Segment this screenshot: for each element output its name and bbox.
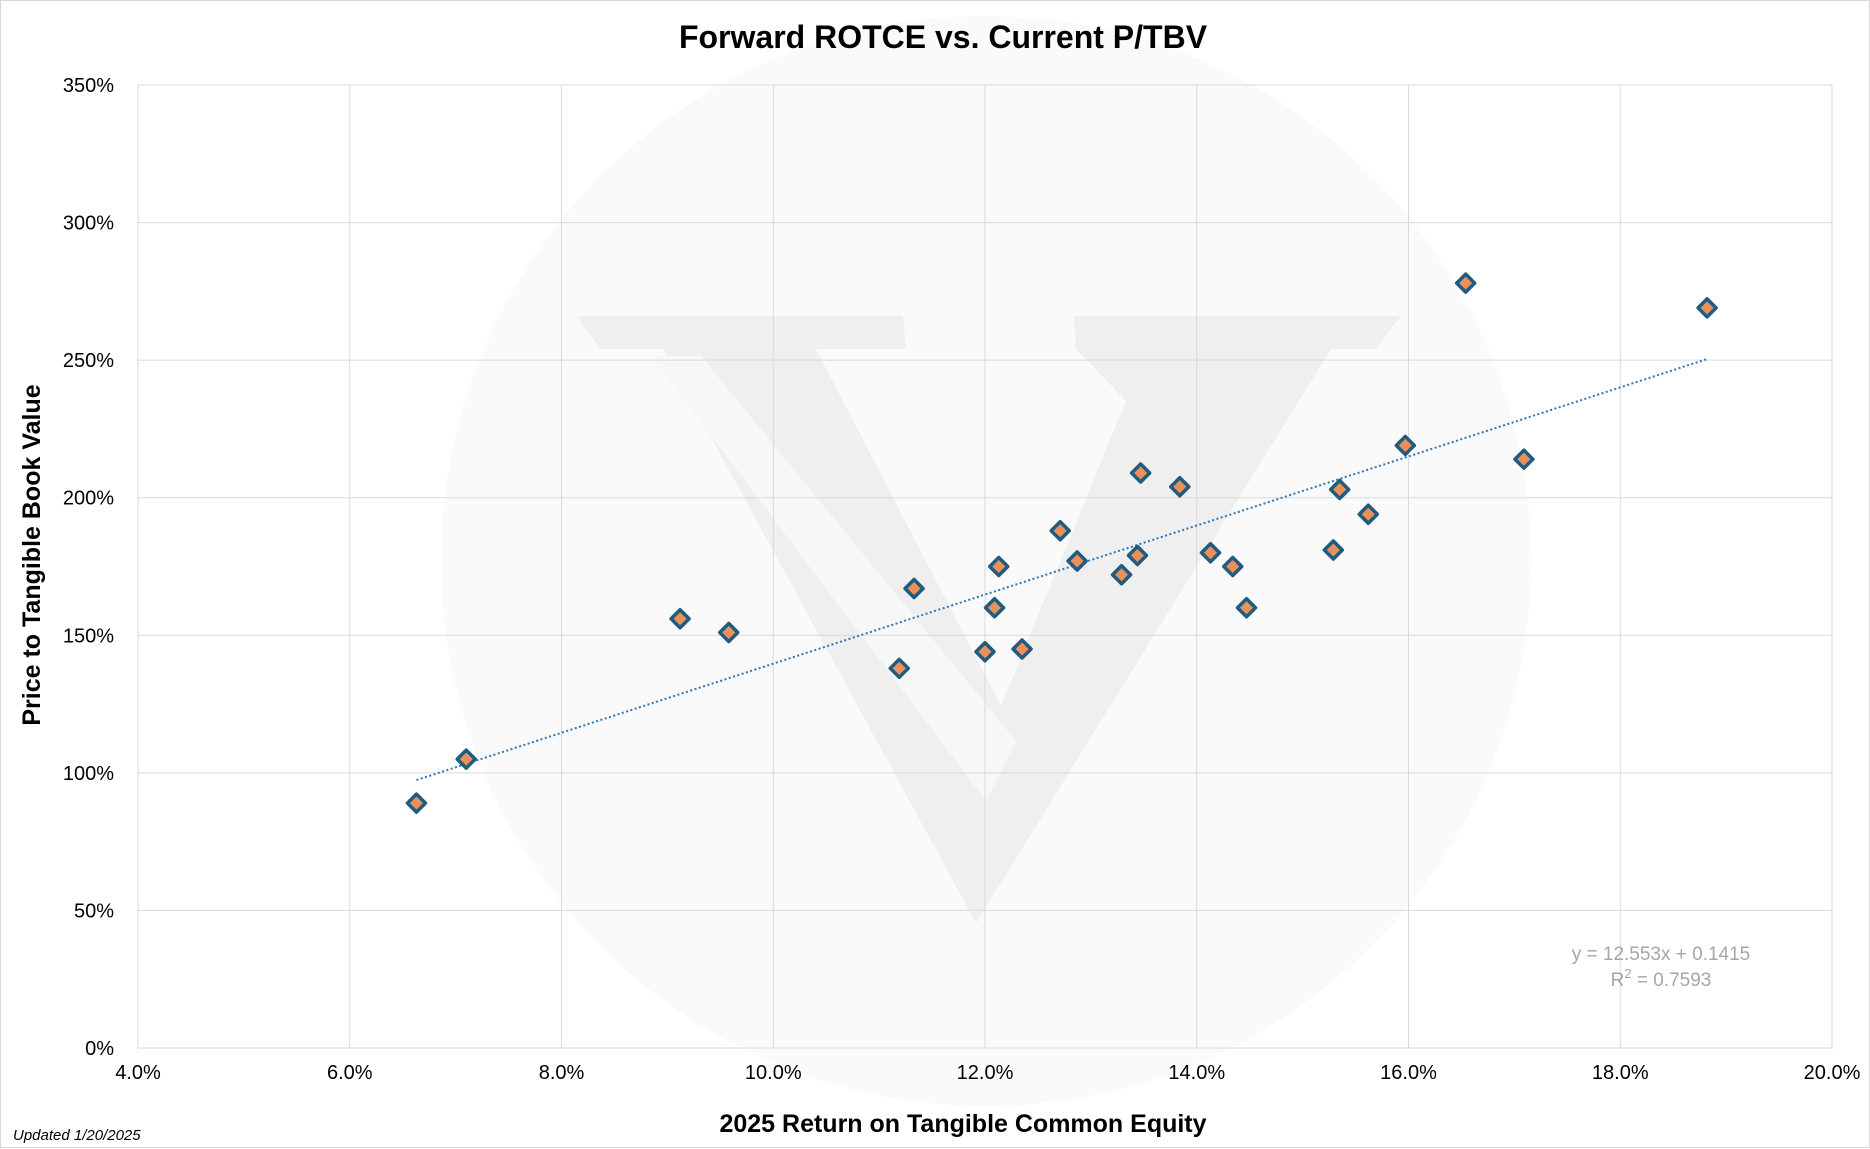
data-point bbox=[1129, 462, 1152, 484]
x-tick-label: 14.0% bbox=[1168, 1062, 1225, 1084]
r2-prefix: R bbox=[1611, 970, 1625, 991]
watermark-v-inner bbox=[651, 356, 1016, 801]
y-tick-label: 150% bbox=[63, 625, 114, 647]
data-point bbox=[888, 657, 910, 680]
x-tick-label: 18.0% bbox=[1592, 1062, 1649, 1084]
watermark-circle bbox=[441, 16, 1531, 1106]
data-point bbox=[1066, 550, 1088, 572]
x-tick-label: 10.0% bbox=[745, 1062, 802, 1084]
data-point bbox=[405, 792, 428, 814]
x-tick-label: 20.0% bbox=[1804, 1062, 1861, 1084]
trendline-r-squared: R2 = 0.7593 bbox=[1611, 966, 1712, 991]
x-tick-label: 4.0% bbox=[115, 1062, 161, 1084]
data-point bbox=[1199, 541, 1222, 564]
data-point bbox=[1454, 272, 1477, 294]
trendline-equation: y = 12.553x + 0.1415 bbox=[1572, 944, 1751, 965]
data-point bbox=[983, 597, 1006, 619]
data-point bbox=[1357, 503, 1380, 525]
y-axis-title: Price to Tangible Book Value bbox=[18, 384, 46, 725]
data-point bbox=[1011, 638, 1033, 660]
y-tick-label: 50% bbox=[74, 900, 114, 922]
y-tick-label: 350% bbox=[63, 75, 114, 97]
y-tick-label: 0% bbox=[85, 1038, 114, 1060]
r2-value: = 0.7593 bbox=[1632, 970, 1712, 991]
y-tick-label: 100% bbox=[63, 763, 114, 785]
chart-title: Forward ROTCE vs. Current P/TBV bbox=[679, 19, 1208, 55]
data-point bbox=[1394, 434, 1417, 457]
plot-area bbox=[137, 84, 1833, 1049]
x-tick-label: 6.0% bbox=[327, 1062, 373, 1084]
data-point bbox=[1049, 519, 1071, 542]
x-tick-label: 12.0% bbox=[957, 1062, 1014, 1084]
data-point bbox=[669, 608, 691, 630]
data-point bbox=[903, 577, 925, 600]
data-point bbox=[1328, 478, 1351, 501]
x-gridlines bbox=[137, 85, 1833, 1048]
data-point bbox=[1110, 564, 1133, 586]
data-point bbox=[1322, 539, 1345, 561]
data-points bbox=[405, 272, 1718, 814]
data-point bbox=[1696, 297, 1718, 319]
data-point bbox=[974, 641, 996, 663]
data-point bbox=[1169, 475, 1191, 498]
data-point bbox=[988, 555, 1010, 578]
watermark-logo bbox=[441, 16, 1531, 1106]
data-point bbox=[1221, 555, 1244, 578]
data-point bbox=[455, 748, 477, 770]
x-tick-label: 16.0% bbox=[1380, 1062, 1437, 1084]
data-point bbox=[1513, 448, 1535, 470]
trendline bbox=[416, 358, 1708, 782]
x-axis-title: 2025 Return on Tangible Common Equity bbox=[719, 1110, 1206, 1138]
r2-superscript: 2 bbox=[1624, 966, 1631, 981]
data-point bbox=[718, 621, 740, 644]
y-tick-label: 250% bbox=[63, 350, 114, 372]
data-point bbox=[1235, 597, 1258, 619]
updated-note: Updated 1/20/2025 bbox=[13, 1127, 141, 1144]
y-tick-labels: 0% 50% 100% 150% 200% 250% 300% 350% bbox=[63, 75, 114, 1060]
data-point bbox=[1126, 544, 1149, 567]
x-tick-label: 8.0% bbox=[539, 1062, 585, 1084]
x-tick-labels: 4.0% 6.0% 8.0% 10.0% 12.0% 14.0% 16.0% 18.0% 20.… bbox=[115, 1062, 1860, 1084]
y-tick-label: 200% bbox=[63, 488, 114, 510]
y-tick-label: 300% bbox=[63, 213, 114, 235]
